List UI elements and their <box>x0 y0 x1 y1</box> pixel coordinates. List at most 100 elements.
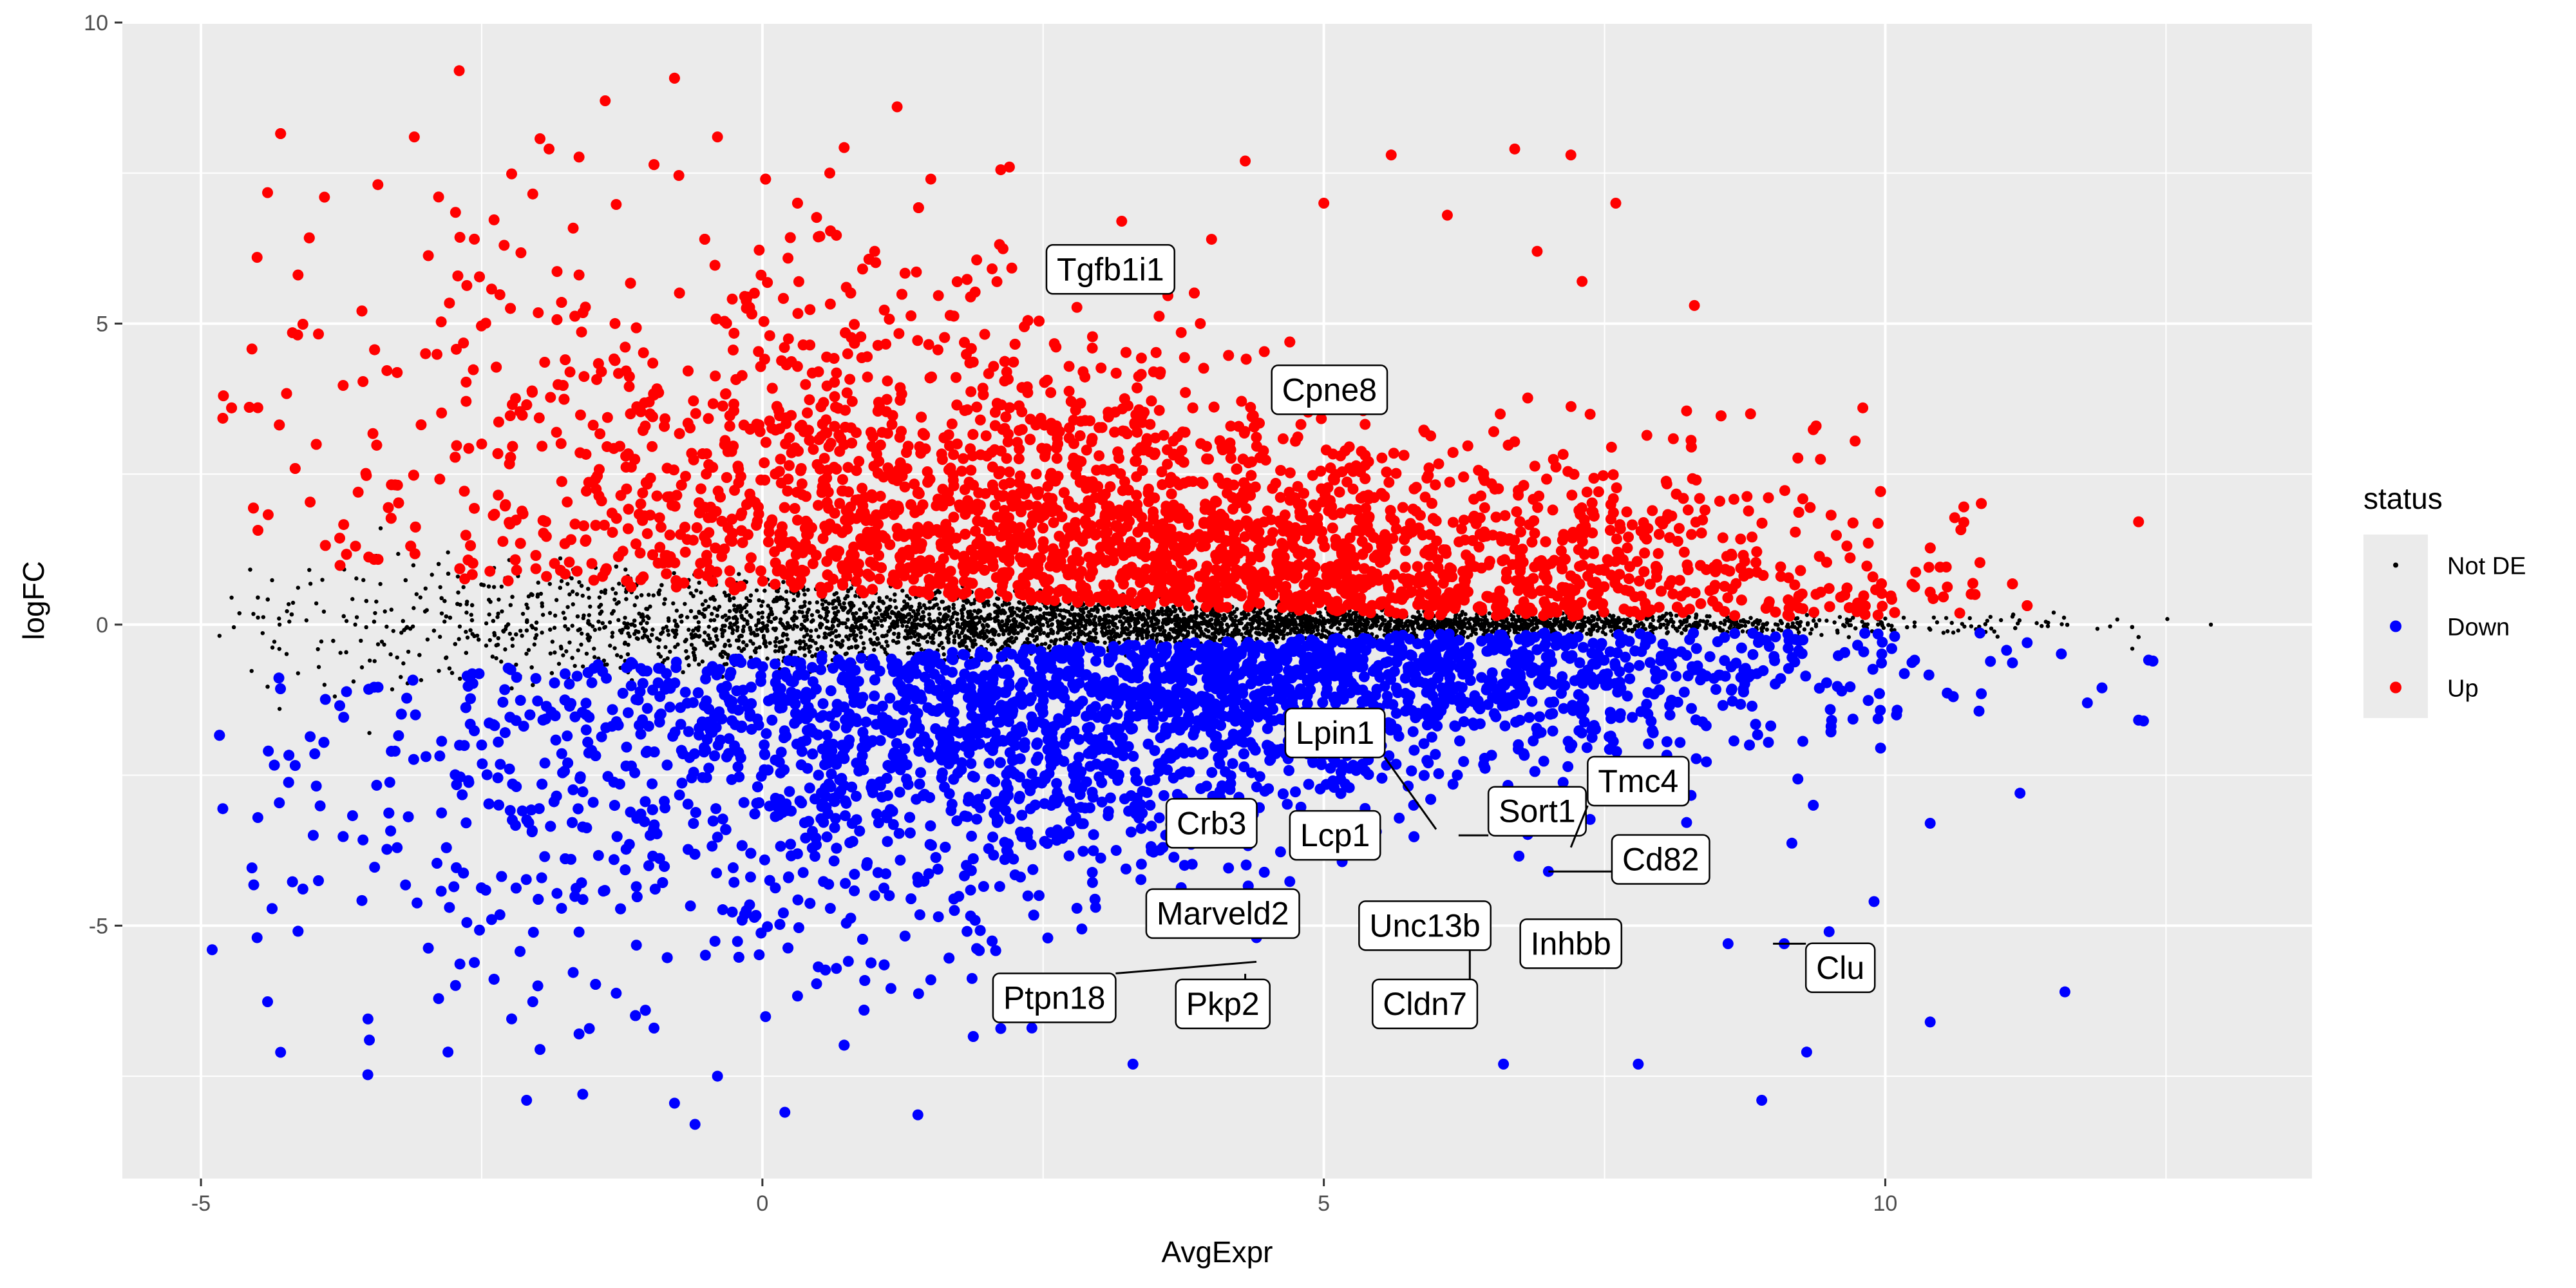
not-de-point <box>554 598 559 602</box>
not-de-point <box>869 620 874 625</box>
not-de-point <box>1585 631 1589 636</box>
not-de-point <box>1331 623 1335 627</box>
not-de-point <box>1316 611 1320 616</box>
not-de-point <box>1530 622 1535 627</box>
not-de-point <box>1046 634 1050 638</box>
not-de-point <box>277 647 281 651</box>
not-de-point <box>530 625 535 630</box>
not-de-point <box>751 641 755 646</box>
not-de-point <box>773 627 778 631</box>
not-de-point <box>496 611 500 616</box>
not-de-point <box>900 589 905 593</box>
not-de-point <box>2130 625 2135 629</box>
not-de-point <box>1194 610 1199 614</box>
not-de-point <box>802 653 807 658</box>
not-de-point <box>1473 622 1479 627</box>
not-de-point <box>656 645 661 650</box>
not-de-point <box>587 613 591 618</box>
not-de-point <box>499 584 504 589</box>
not-de-point <box>1138 629 1142 634</box>
not-de-point <box>683 601 687 606</box>
not-de-point <box>623 567 628 572</box>
not-de-point <box>1282 624 1287 629</box>
not-de-point <box>548 627 553 632</box>
not-de-point <box>886 629 891 634</box>
not-de-point <box>1609 629 1613 633</box>
not-de-point <box>947 609 951 613</box>
not-de-point <box>2017 618 2022 623</box>
not-de-point <box>2065 622 2070 627</box>
not-de-point <box>734 638 739 643</box>
not-de-point <box>265 685 270 689</box>
not-de-point <box>808 634 813 639</box>
not-de-point <box>645 621 649 625</box>
not-de-point <box>1949 621 1954 625</box>
not-de-point <box>742 605 747 610</box>
not-de-point <box>985 623 990 629</box>
not-de-point <box>1664 611 1669 616</box>
not-de-point <box>854 611 858 616</box>
not-de-point <box>1274 639 1279 645</box>
not-de-point <box>1196 621 1201 625</box>
not-de-point <box>837 633 842 638</box>
not-de-point <box>1601 626 1605 630</box>
not-de-point <box>636 630 641 634</box>
not-de-point <box>444 656 448 660</box>
not-de-point <box>911 640 916 645</box>
not-de-point <box>559 579 564 583</box>
not-de-point <box>867 629 873 634</box>
not-de-point <box>742 617 746 622</box>
not-de-point <box>457 676 462 681</box>
not-de-point <box>1846 635 1852 639</box>
not-de-point <box>364 625 368 630</box>
not-de-point <box>810 612 815 618</box>
not-de-point <box>884 608 889 612</box>
not-de-point <box>379 639 384 644</box>
not-de-point <box>499 659 504 664</box>
not-de-point <box>509 686 514 691</box>
not-de-point <box>1146 613 1150 618</box>
not-de-point <box>864 611 868 616</box>
not-de-point <box>842 601 846 606</box>
not-de-point <box>848 633 853 638</box>
not-de-point <box>1680 630 1684 636</box>
not-de-point <box>1059 608 1063 613</box>
not-de-point <box>1466 635 1470 639</box>
not-de-point <box>712 643 717 649</box>
not-de-point <box>1562 627 1567 632</box>
not-de-point <box>884 595 889 600</box>
not-de-point <box>676 642 680 647</box>
not-de-point <box>916 611 920 616</box>
not-de-point <box>1806 621 1810 625</box>
not-de-point <box>562 616 567 621</box>
not-de-point <box>936 589 940 593</box>
not-de-point <box>412 606 416 611</box>
not-de-point <box>529 665 534 670</box>
not-de-point <box>1989 626 1994 631</box>
not-de-point <box>846 637 851 641</box>
not-de-point <box>1779 628 1784 633</box>
not-de-point <box>514 632 518 637</box>
not-de-point <box>448 615 453 620</box>
not-de-point <box>1293 630 1298 635</box>
not-de-point <box>916 643 922 647</box>
not-de-point <box>832 650 837 655</box>
not-de-point <box>465 635 470 640</box>
not-de-point <box>1705 614 1709 619</box>
not-de-point <box>905 594 909 598</box>
not-de-point <box>824 611 829 615</box>
not-de-point <box>1220 626 1224 630</box>
not-de-point <box>1951 630 1956 635</box>
not-de-point <box>491 585 497 589</box>
not-de-point <box>1235 627 1240 632</box>
not-de-point <box>762 624 767 629</box>
not-de-point <box>556 661 562 666</box>
not-de-point <box>565 582 570 586</box>
not-de-point <box>2045 624 2050 629</box>
not-de-point <box>2040 623 2044 629</box>
not-de-point <box>1045 620 1050 625</box>
not-de-point <box>540 601 544 606</box>
not-de-point <box>1092 618 1096 622</box>
not-de-point <box>1305 630 1310 634</box>
not-de-point <box>707 636 712 641</box>
